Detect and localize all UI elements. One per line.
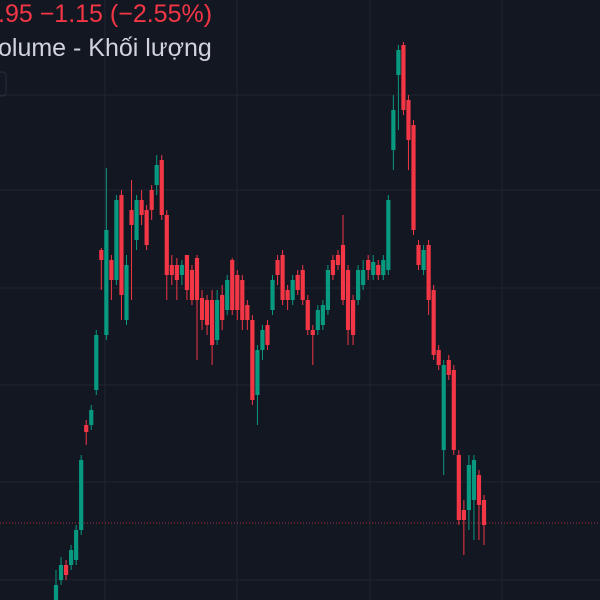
candle-body [295, 275, 300, 290]
candle-body [265, 325, 270, 345]
candle-body [466, 465, 471, 510]
candle-body [416, 245, 421, 265]
candle-body [58, 565, 64, 580]
candle-body [356, 270, 361, 300]
candle-body [74, 530, 79, 560]
candle-body [436, 350, 441, 365]
candle-body [240, 280, 245, 320]
candle-body [179, 265, 184, 275]
candle-body [361, 270, 366, 285]
candle-body [154, 165, 159, 185]
candle-body [159, 160, 164, 215]
candle-body [340, 245, 346, 300]
candle-body [199, 298, 205, 320]
candle-body [371, 262, 376, 275]
price-change: .95 −1.15 (−2.55%) [0, 0, 212, 28]
candle-body [89, 410, 94, 425]
candle-body [84, 425, 89, 432]
legend-toggle[interactable] [0, 71, 7, 97]
candle-body [189, 270, 195, 300]
candle-body [310, 330, 315, 335]
candle-body [109, 260, 114, 280]
candle-body [215, 300, 220, 340]
candle-body [63, 565, 69, 575]
candle-body [164, 215, 169, 275]
candle-body [285, 290, 290, 300]
candle-body [245, 305, 250, 320]
candle-body [456, 455, 461, 520]
candle-body [270, 280, 275, 310]
candles [53, 42, 487, 600]
candle-body [421, 250, 426, 270]
candle-body [330, 260, 336, 275]
candle-body [194, 258, 200, 300]
candle-body [230, 260, 235, 310]
candle-body [169, 265, 174, 275]
candle-body [235, 275, 240, 310]
candle-body [53, 585, 59, 600]
candle-body [300, 270, 305, 300]
candle-body [461, 510, 466, 520]
candle-body [426, 245, 431, 300]
candle-body [471, 460, 477, 500]
candle-body [209, 300, 215, 345]
candle-body [366, 260, 371, 270]
candle-body [381, 260, 386, 275]
candle-body [290, 280, 295, 300]
indicator-name: olume - Khối lượng [0, 34, 212, 62]
candle-body [114, 200, 119, 280]
candle-body [69, 550, 74, 565]
candle-body [401, 45, 406, 110]
candle-body [275, 260, 280, 275]
candle-body [280, 255, 285, 300]
candle-body [325, 270, 331, 310]
candle-body [250, 320, 255, 400]
candle-body [79, 460, 84, 530]
candle-body [451, 370, 456, 450]
candle-body [315, 310, 320, 330]
candle-body [225, 280, 230, 310]
candle-body [376, 265, 381, 275]
candle-body [391, 110, 396, 150]
candle-body [104, 230, 109, 335]
candle-body [129, 210, 134, 225]
candle-body [99, 250, 104, 260]
candle-body [350, 300, 356, 335]
candle-body [406, 100, 411, 140]
candle-body [139, 200, 144, 215]
candle-body [174, 265, 179, 280]
candle-body [481, 500, 487, 525]
candle-body [345, 270, 351, 330]
candle-body [220, 295, 225, 320]
candle-body [124, 265, 129, 320]
candle-body [204, 300, 210, 325]
candle-body [411, 125, 416, 230]
candle-body [335, 255, 341, 265]
candle-body [386, 200, 391, 270]
candle-body [119, 195, 124, 295]
candle-body [94, 335, 99, 390]
candle-body [134, 200, 139, 240]
candle-body [476, 475, 482, 505]
candle-body [260, 330, 265, 350]
candle-body [320, 305, 325, 325]
candle-body [446, 360, 451, 375]
candle-body [184, 255, 190, 290]
candle-body [305, 300, 310, 330]
candle-body [144, 210, 149, 245]
candle-body [441, 365, 446, 450]
candle-body [255, 350, 260, 395]
candle-body [149, 190, 154, 210]
candle-body [396, 50, 401, 75]
candle-body [431, 290, 436, 355]
